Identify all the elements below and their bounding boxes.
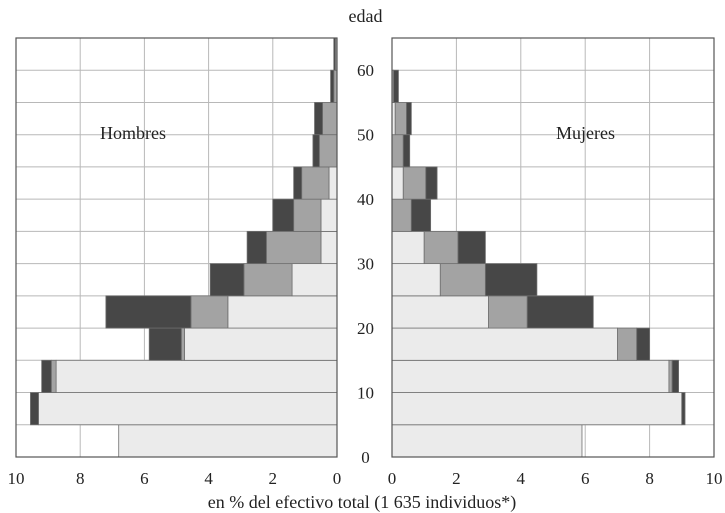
hombres-bar-35-39-seg2: [293, 198, 322, 232]
mujeres-bar-15-19-seg1: [391, 327, 618, 361]
x-tick-label-right: 6: [581, 469, 590, 488]
hombres-bar-40-44-seg2: [301, 166, 330, 200]
hombres-bar-20-24-seg1: [227, 295, 338, 329]
hombres-bar-5-9-seg3: [30, 392, 39, 426]
y-tick-label: 50: [357, 126, 374, 145]
hombres-bar-50-54-seg3: [314, 102, 323, 136]
hombres-bar-30-34-seg1: [320, 230, 338, 265]
panel-label-hombres: Hombres: [100, 123, 166, 143]
mujeres-bar-45-49-seg3: [402, 134, 411, 168]
x-tick-label-right: 2: [452, 469, 461, 488]
mujeres-bar-30-34-seg1: [391, 230, 425, 265]
hombres-bar-50-54-seg2: [322, 102, 338, 136]
hombres-bar-10-14-seg3: [41, 359, 52, 393]
hombres-bar-30-34-seg3: [246, 230, 267, 265]
hombres-bar-40-44-seg1: [328, 166, 338, 200]
hombres-bar-10-14-seg2: [50, 359, 57, 393]
hombres-bar-40-44-seg3: [293, 166, 303, 200]
mujeres-bar-5-9-seg3: [681, 392, 686, 426]
mujeres-bar-5-9-seg1: [391, 392, 683, 426]
x-tick-label-left: 2: [269, 469, 278, 488]
y-tick-label: 0: [361, 448, 370, 467]
mujeres-bar-20-24-seg1: [391, 295, 489, 329]
x-tick-label-right: 4: [517, 469, 526, 488]
hombres-bar-10-14-seg1: [55, 359, 338, 393]
mujeres-bar-20-24-seg3: [526, 295, 594, 329]
x-tick-label-right: 10: [706, 469, 723, 488]
hombres-bar-15-19-seg1: [184, 327, 338, 361]
hombres-bar-55-59-seg3: [330, 69, 335, 103]
y-tick-label: 40: [357, 190, 374, 209]
mujeres-bar-35-39-seg2: [391, 198, 412, 232]
mujeres-bar-15-19-seg2: [617, 327, 638, 361]
x-tick-label-left: 0: [333, 469, 342, 488]
x-tick-label-left: 4: [204, 469, 213, 488]
mujeres-bar-25-29-seg1: [391, 263, 441, 297]
left-panel-frame: [15, 37, 338, 458]
panel-label-mujeres: Mujeres: [556, 123, 615, 143]
mujeres-bar-30-34-seg3: [457, 230, 486, 265]
mujeres-bar-45-49-seg2: [391, 134, 404, 168]
hombres-bar-45-49-seg2: [318, 134, 338, 168]
y-axis-title: edad: [349, 6, 383, 26]
hombres-bar-45-49-seg3: [312, 134, 320, 168]
mujeres-bar-25-29-seg2: [439, 263, 486, 297]
y-tick-label: 60: [357, 61, 374, 80]
y-tick-label: 20: [357, 319, 374, 338]
mujeres-bar-30-34-seg2: [423, 230, 459, 265]
hombres-bar-35-39-seg1: [320, 198, 338, 232]
y-tick-label: 10: [357, 384, 374, 403]
hombres-bar-20-24-seg2: [190, 295, 229, 329]
mujeres-bar-40-44-seg1: [391, 166, 404, 200]
x-tick-label-right: 8: [645, 469, 654, 488]
mujeres-bar-0-4-seg1: [391, 424, 583, 458]
hombres-bar-35-39-seg3: [272, 198, 295, 232]
hombres-bar-5-9-seg1: [38, 392, 338, 426]
mujeres-bar-50-54-seg2: [394, 102, 407, 136]
hombres-bar-15-19-seg3: [148, 327, 182, 361]
hombres-bar-30-34-seg2: [265, 230, 322, 265]
hombres-bar-25-29-seg3: [209, 263, 245, 297]
mujeres-bar-10-14-seg2: [668, 359, 673, 393]
mujeres-bar-40-44-seg2: [402, 166, 427, 200]
x-tick-label-left: 10: [8, 469, 25, 488]
hombres-bar-60-64-seg3: [333, 37, 336, 71]
hombres-bar-20-24-seg3: [105, 295, 192, 329]
hombres-bar-15-19-seg2: [180, 327, 185, 361]
mujeres-bar-55-59-seg3: [393, 69, 399, 103]
mujeres-bar-35-39-seg3: [410, 198, 432, 232]
mujeres-bar-15-19-seg3: [636, 327, 650, 361]
hombres-bar-25-29-seg2: [243, 263, 293, 297]
x-tick-label-left: 8: [76, 469, 85, 488]
x-axis-title: en % del efectivo total (1 635 individuo…: [208, 492, 516, 513]
y-tick-label: 30: [357, 255, 374, 274]
mujeres-bar-50-54-seg3: [406, 102, 412, 136]
mujeres-bar-40-44-seg3: [425, 166, 438, 200]
mujeres-bar-20-24-seg2: [488, 295, 528, 329]
hombres-bar-0-4-seg1: [118, 424, 338, 458]
mujeres-bar-10-14-seg3: [671, 359, 679, 393]
x-tick-label-left: 6: [140, 469, 149, 488]
x-tick-label-right: 0: [388, 469, 397, 488]
mujeres-bar-10-14-seg1: [391, 359, 670, 393]
mujeres-bar-25-29-seg3: [484, 263, 538, 297]
right-panel-frame: [391, 37, 715, 458]
panel-frames: [15, 37, 715, 458]
hombres-bar-25-29-seg1: [291, 263, 338, 297]
